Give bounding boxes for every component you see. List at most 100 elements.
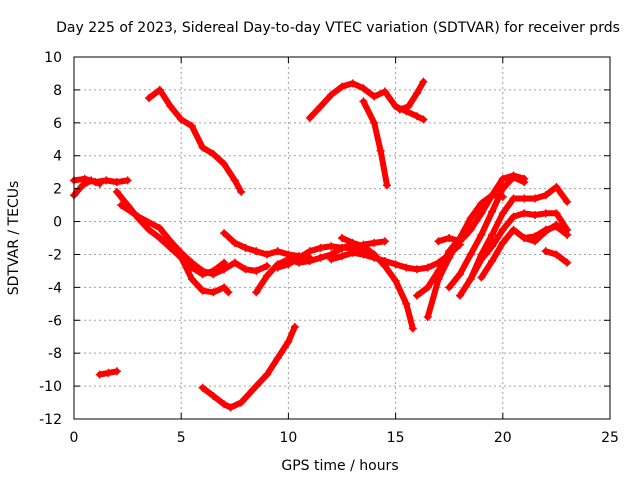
data-point (530, 194, 539, 203)
data-point (198, 143, 207, 152)
data-point (252, 247, 261, 256)
data-point (241, 243, 250, 252)
data-point (509, 212, 518, 221)
data-point (166, 237, 175, 246)
data-point (112, 367, 121, 376)
series-arc-15 (338, 234, 417, 333)
series-arc-13 (359, 97, 392, 190)
data-point (209, 391, 218, 400)
data-point (488, 257, 497, 266)
data-point (466, 214, 475, 223)
data-point (117, 201, 126, 210)
series-arc-21 (466, 209, 572, 284)
data-point (380, 237, 389, 246)
data-point (466, 250, 475, 259)
data-point (408, 324, 417, 333)
x-axis-label: GPS time / hours (281, 458, 398, 474)
data-point (423, 283, 432, 292)
data-point (541, 247, 550, 256)
data-point (155, 85, 164, 94)
data-point (241, 265, 250, 274)
data-point (395, 105, 404, 114)
data-point (370, 250, 379, 259)
data-point (166, 102, 175, 111)
data-point (419, 77, 428, 86)
series-line (113, 188, 228, 278)
data-point (530, 237, 539, 246)
data-point (198, 383, 207, 392)
data-point (466, 275, 475, 284)
data-point (563, 230, 572, 239)
series-arc-12 (395, 77, 428, 114)
data-point (541, 227, 550, 236)
series-line (199, 323, 298, 411)
data-point (455, 270, 464, 279)
data-point (455, 237, 464, 246)
data-point (498, 184, 507, 193)
data-point (477, 230, 486, 239)
data-point (220, 400, 229, 409)
data-point (224, 288, 233, 297)
data-point (488, 230, 497, 239)
data-point (563, 258, 572, 267)
data-point (541, 191, 550, 200)
series-line (360, 98, 390, 189)
series-line (446, 174, 528, 291)
series-arc-14 (327, 240, 464, 274)
data-point (338, 243, 346, 252)
data-point (552, 209, 561, 218)
data-point (316, 102, 325, 111)
data-point (423, 312, 432, 321)
data-point (370, 238, 379, 247)
data-point (520, 209, 529, 218)
data-point (413, 265, 422, 274)
data-point (327, 255, 336, 264)
data-point (262, 271, 271, 280)
y-tick-label: -12 (39, 412, 62, 428)
x-tick-label: 0 (70, 430, 79, 446)
series-arc-20 (455, 182, 572, 300)
data-point (498, 209, 507, 218)
data-point (498, 225, 507, 234)
data-point (316, 243, 325, 252)
data-point (177, 115, 186, 124)
y-tick-label: 8 (53, 83, 62, 99)
data-point (252, 266, 261, 275)
data-point (226, 403, 235, 412)
data-point (262, 370, 271, 379)
data-point (380, 261, 389, 270)
data-point (445, 253, 454, 262)
data-point (220, 229, 229, 238)
y-tick-label: -8 (48, 346, 62, 362)
y-tick-label: -2 (48, 247, 62, 263)
data-point (359, 250, 368, 259)
data-point (252, 288, 261, 297)
data-point (498, 238, 507, 247)
data-point (391, 276, 400, 285)
y-tick-label: -4 (48, 280, 62, 296)
plot-frame (73, 56, 611, 420)
x-tick-label: 5 (177, 430, 186, 446)
x-tick-label: 20 (494, 430, 512, 446)
y-tick-label: -10 (39, 379, 62, 395)
data-point (552, 182, 561, 191)
data-point (187, 275, 196, 284)
data-point (404, 102, 413, 111)
data-point (262, 261, 271, 270)
data-point (455, 291, 464, 300)
series-arc-06 (166, 237, 271, 279)
y-tick-label: 2 (53, 182, 62, 198)
data-point (445, 234, 454, 242)
data-point (327, 90, 336, 99)
data-point (498, 174, 507, 183)
data-point (488, 191, 497, 200)
data-point (563, 197, 572, 206)
data-point (273, 263, 282, 272)
data-point (230, 238, 239, 247)
data-point (295, 253, 304, 262)
data-point (237, 187, 246, 196)
data-point (273, 354, 282, 363)
x-tick-label: 10 (279, 430, 297, 446)
data-point (383, 181, 392, 190)
